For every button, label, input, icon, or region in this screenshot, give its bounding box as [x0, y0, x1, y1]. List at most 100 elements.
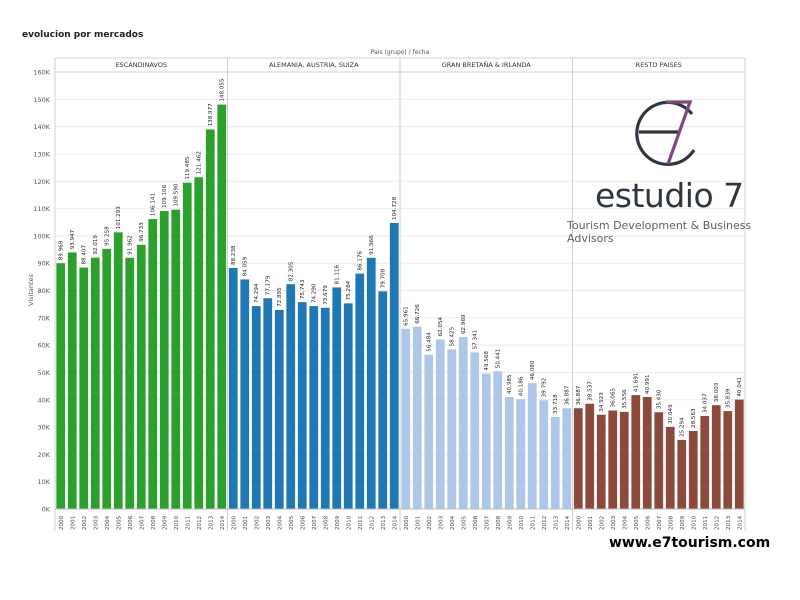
- data-label: 86.176: [358, 251, 364, 271]
- bar: [470, 352, 480, 509]
- data-label: 62.054: [438, 317, 444, 337]
- data-label: 30.049: [668, 404, 674, 424]
- data-label: 62.969: [461, 314, 467, 334]
- x-tick-label: 2003: [93, 515, 99, 530]
- x-tick-label: 2012: [369, 516, 375, 530]
- bar: [516, 399, 526, 509]
- data-label: 81.116: [335, 264, 341, 284]
- bar: [711, 405, 721, 509]
- bar: [263, 298, 273, 509]
- bar: [723, 411, 733, 509]
- x-tick-label: 2013: [553, 515, 559, 530]
- data-label: 73.679: [323, 285, 329, 305]
- x-tick-label: 2002: [254, 516, 260, 530]
- data-label: 148.055: [220, 78, 226, 102]
- x-tick-label: 2005: [289, 515, 295, 530]
- data-label: 74.290: [312, 283, 318, 303]
- column-header: País (grupo) / fecha: [371, 49, 430, 56]
- y-tick-label: 80K: [37, 287, 50, 295]
- bar: [320, 307, 330, 509]
- bar: [458, 337, 468, 509]
- x-tick-label: 2010: [519, 515, 525, 530]
- data-label: 88.238: [231, 245, 237, 265]
- bar: [435, 339, 445, 509]
- bar: [447, 349, 457, 509]
- data-label: 50.441: [496, 348, 502, 368]
- x-tick-label: 2010: [691, 515, 697, 530]
- data-label: 58.425: [450, 326, 456, 346]
- data-label: 79.708: [381, 268, 387, 288]
- x-tick-label: 2008: [151, 515, 157, 530]
- x-tick-label: 2004: [622, 515, 628, 530]
- x-tick-label: 2007: [657, 515, 663, 530]
- x-tick-label: 2014: [565, 515, 571, 530]
- x-tick-label: 2014: [220, 515, 226, 530]
- data-label: 91.966: [369, 235, 375, 255]
- y-tick-label: 130K: [33, 150, 50, 158]
- data-label: 101.293: [116, 206, 122, 230]
- y-tick-label: 20K: [37, 451, 50, 459]
- data-label: 109.590: [174, 183, 180, 207]
- data-label: 75.284: [346, 280, 352, 300]
- bar: [734, 399, 744, 509]
- bar: [171, 209, 181, 509]
- y-tick-label: 30K: [37, 424, 50, 432]
- x-tick-label: 2004: [277, 515, 283, 530]
- bar: [631, 395, 641, 509]
- bar: [102, 248, 112, 509]
- data-label: 138.977: [208, 103, 214, 127]
- bar: [504, 397, 514, 509]
- y-tick-label: 100K: [33, 232, 50, 240]
- bar: [539, 400, 549, 509]
- x-tick-label: 2003: [438, 515, 444, 530]
- bar: [182, 182, 192, 509]
- data-label: 33.718: [553, 394, 559, 414]
- x-tick-label: 2011: [703, 515, 709, 530]
- x-tick-label: 2007: [484, 515, 490, 530]
- bar: [596, 414, 606, 509]
- y-tick-label: 160K: [33, 69, 50, 77]
- data-label: 36.887: [576, 385, 582, 405]
- x-tick-label: 2003: [611, 515, 617, 530]
- bar: [343, 303, 353, 509]
- y-tick-label: 40K: [37, 396, 50, 404]
- y-axis-label: Visitantes: [27, 273, 35, 306]
- bar: [217, 104, 227, 509]
- y-tick-label: 110K: [33, 205, 50, 213]
- bar: [654, 412, 664, 509]
- x-tick-label: 2009: [680, 515, 686, 530]
- data-label: 34.523: [599, 392, 605, 412]
- bar: [527, 383, 537, 509]
- x-tick-label: 2006: [300, 515, 306, 530]
- x-tick-label: 2001: [70, 515, 76, 530]
- y-tick-label: 140K: [33, 123, 50, 131]
- bar: [366, 257, 376, 509]
- bar: [493, 371, 503, 509]
- x-tick-label: 2005: [116, 515, 122, 530]
- x-tick-label: 2008: [496, 515, 502, 530]
- x-tick-label: 2005: [634, 515, 640, 530]
- x-tick-label: 2001: [415, 515, 421, 530]
- x-tick-label: 2011: [530, 515, 536, 530]
- logo-brand: estudio 7: [595, 176, 744, 215]
- x-tick-label: 2013: [208, 515, 214, 530]
- data-label: 38.003: [714, 382, 720, 402]
- data-label: 95.258: [105, 226, 111, 246]
- x-tick-label: 2012: [542, 516, 548, 530]
- x-tick-label: 2012: [714, 516, 720, 530]
- x-tick-label: 2004: [105, 515, 111, 530]
- y-tick-label: 90K: [37, 260, 50, 268]
- data-label: 106.141: [151, 193, 157, 217]
- bar: [355, 273, 365, 509]
- data-label: 77.179: [266, 275, 272, 295]
- data-label: 28.563: [691, 408, 697, 428]
- website-link[interactable]: www.e7tourism.com: [609, 535, 771, 551]
- x-tick-label: 2006: [645, 515, 651, 530]
- bar: [481, 373, 491, 509]
- x-tick-label: 2000: [576, 515, 582, 530]
- bar: [286, 284, 296, 509]
- x-tick-label: 2010: [346, 515, 352, 530]
- bar: [665, 426, 675, 509]
- data-label: 75.743: [300, 279, 306, 299]
